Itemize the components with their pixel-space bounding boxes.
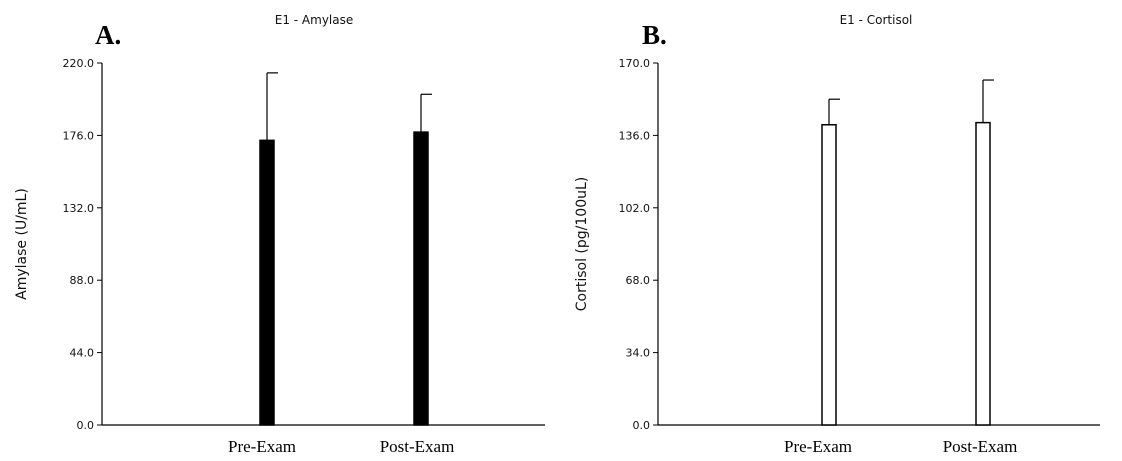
y-tick-label: 136.0 <box>619 129 651 142</box>
y-axis-label: Amylase (U/mL) <box>14 188 30 300</box>
y-tick-label: 0.0 <box>633 419 651 432</box>
y-tick-label: 102.0 <box>619 202 651 215</box>
y-tick-label: 44.0 <box>70 347 95 360</box>
y-tick-label: 170.0 <box>619 57 651 70</box>
x-category-label: Pre-Exam <box>784 437 852 456</box>
bar-pre-exam <box>821 124 837 426</box>
y-axis-label: Cortisol (pg/100uL) <box>574 177 590 311</box>
y-tick-label: 68.0 <box>626 274 651 287</box>
bar-pre-exam <box>259 139 275 426</box>
y-tick-label: 176.0 <box>63 129 95 142</box>
x-category-label: Pre-Exam <box>228 437 296 456</box>
y-tick-label: 88.0 <box>70 274 95 287</box>
chart-title: E1 - Cortisol <box>840 13 913 27</box>
bar-post-exam <box>413 131 429 426</box>
y-tick-label: 0.0 <box>77 419 95 432</box>
chart-title: E1 - Amylase <box>275 13 354 27</box>
panel-letter: B. <box>642 20 667 50</box>
x-category-label: Post-Exam <box>380 437 455 456</box>
bar-post-exam <box>975 121 991 426</box>
panel-letter: A. <box>95 20 121 50</box>
y-tick-label: 34.0 <box>626 347 651 360</box>
y-tick-label: 220.0 <box>63 57 95 70</box>
x-category-label: Post-Exam <box>943 437 1018 456</box>
y-tick-label: 132.0 <box>63 202 95 215</box>
